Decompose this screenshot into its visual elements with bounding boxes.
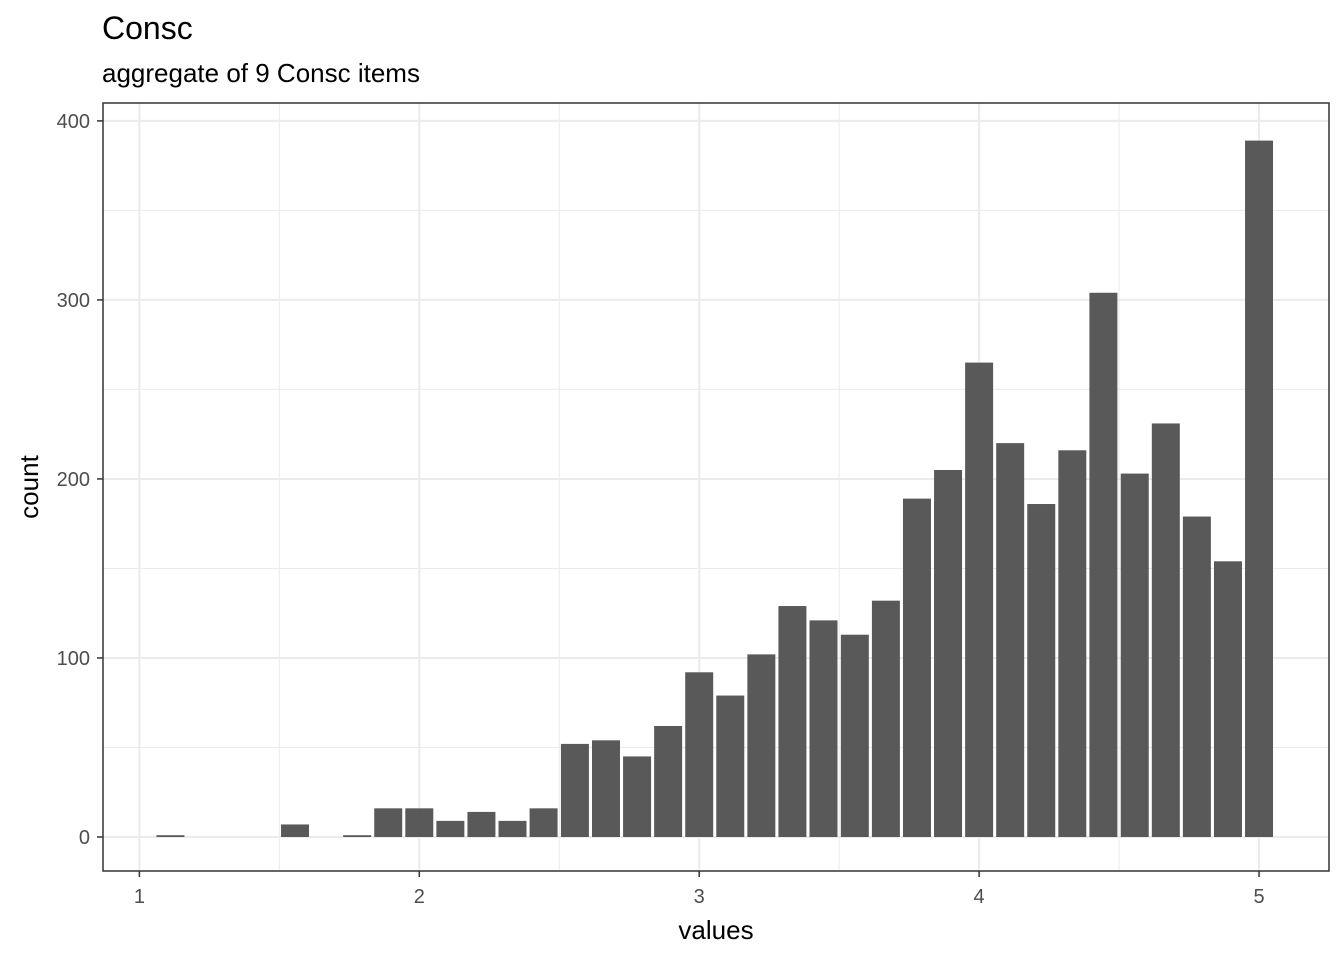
histogram-bar: [1120, 473, 1149, 837]
histogram-bar: [374, 808, 403, 837]
y-tick-label: 200: [57, 469, 90, 491]
histogram-bar: [467, 811, 496, 837]
histogram-bar: [343, 835, 372, 837]
x-tick-label: 1: [134, 886, 145, 908]
histogram-bar: [809, 620, 838, 837]
histogram-bar: [1245, 140, 1274, 837]
histogram-bar: [902, 498, 931, 837]
x-axis-title: values: [678, 915, 753, 945]
histogram-bar: [560, 743, 589, 837]
histogram-bar: [1182, 516, 1211, 837]
y-tick-label: 300: [57, 290, 90, 312]
histogram-bar: [685, 672, 714, 837]
x-tick-label: 3: [694, 886, 705, 908]
x-tick-label: 2: [414, 886, 425, 908]
histogram-bar: [405, 808, 434, 837]
y-tick-label: 400: [57, 111, 90, 133]
y-axis-title: count: [14, 454, 44, 518]
histogram-bar: [1151, 423, 1180, 837]
histogram-bar: [965, 362, 994, 837]
histogram-bar: [623, 756, 652, 837]
x-tick-label: 4: [974, 886, 985, 908]
histogram-bar: [436, 820, 465, 837]
histogram-bar: [654, 725, 683, 837]
histogram-bar: [1058, 450, 1087, 837]
x-tick-label: 5: [1253, 886, 1264, 908]
chart-title: Consc: [102, 10, 193, 46]
histogram-bar: [1089, 292, 1118, 837]
chart-subtitle: aggregate of 9 Consc items: [102, 58, 420, 88]
y-tick-label: 0: [79, 827, 90, 849]
histogram-bar: [156, 835, 185, 837]
histogram-bar: [716, 695, 745, 837]
histogram-bar: [871, 600, 900, 837]
histogram-bar: [529, 808, 558, 837]
minor-gridlines: [103, 103, 1329, 871]
histogram-bars: [156, 140, 1274, 837]
histogram-bar: [840, 634, 869, 837]
histogram-bar: [996, 443, 1025, 837]
plot-panel-border: [102, 102, 1330, 872]
histogram-bar: [778, 606, 807, 837]
histogram-bar: [934, 469, 963, 837]
histogram-bar: [1027, 504, 1056, 837]
y-tick-label: 100: [57, 648, 90, 670]
histogram-bar: [281, 824, 310, 837]
x-axis: 1 2 3 4 5: [134, 871, 1265, 908]
y-axis: 0 100 200 300 400: [57, 111, 103, 849]
histogram-bar: [1213, 561, 1242, 837]
histogram-bar: [498, 820, 527, 837]
histogram-bar: [592, 740, 620, 837]
histogram-bar: [747, 654, 776, 837]
